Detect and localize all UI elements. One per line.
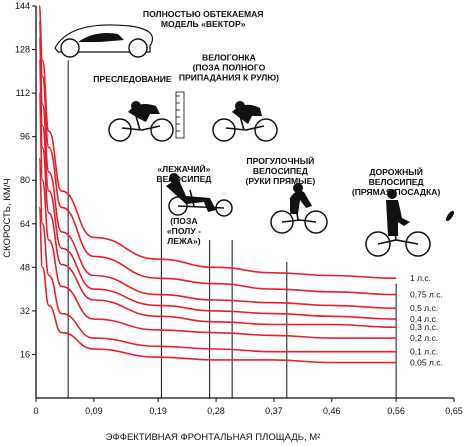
y-tick-label: 64 [20, 219, 30, 229]
y-tick-label: 32 [20, 306, 30, 316]
y-tick-label: 80 [20, 175, 30, 185]
x-tick-label: 0,19 [149, 406, 167, 416]
y-tick-label: 144 [15, 1, 30, 11]
racing-rider-icon [212, 101, 278, 142]
axes: 16 32 48 64 80 96 112 128 144 0 0,09 0,19 0,28 0,37 0,… [15, 1, 463, 416]
annotation-text: МОДЕЛЬ «ВЕКТОР» [161, 19, 246, 29]
upright-rider-icon [365, 189, 455, 257]
annotation-text: ВЕЛОСИПЕД [369, 177, 424, 187]
vertical-markers [67, 60, 397, 398]
x-tick-label: 0 [33, 406, 38, 416]
series-label: 0,2 л.с. [410, 333, 438, 343]
touring-rider-icon [270, 183, 328, 234]
pursuit-rider-icon [108, 91, 185, 142]
series-label: 0,4 л.с. [410, 314, 438, 324]
x-tick-label: 0,37 [265, 406, 283, 416]
annotation-text: «ПОЛУ - [167, 226, 201, 236]
annotation-text: ЛЕЖА») [167, 236, 201, 246]
annotation-text: (ПРЯМАЯ ПОСАДКА) [352, 187, 441, 197]
recumbent-rider-icon [166, 173, 233, 217]
series-line [38, 206, 397, 364]
series-label: 0,1 л.с. [410, 347, 438, 357]
x-tick-label: 0,65 [445, 406, 463, 416]
x-axis-title: ЭФФЕКТИВНАЯ ФРОНТАЛЬНАЯ ПЛОЩАДЬ, М² [106, 432, 321, 443]
series-lines [38, 5, 397, 364]
annotation-text: ДОРОЖНЫЙ [369, 166, 423, 177]
series-line [38, 21, 397, 309]
series-labels: 1 л.с.0,75 л.с.0,5 л.с.0,4 л.с.0,3 л.с.0… [410, 273, 443, 367]
series-label: 1 л.с. [410, 273, 431, 283]
y-axis-title: СКОРОСТЬ, КМ/Ч [2, 178, 13, 257]
series-line [38, 37, 397, 320]
x-tick-label: 0,46 [323, 406, 341, 416]
x-tick-label: 0,56 [387, 406, 405, 416]
y-tick-label: 128 [15, 45, 30, 55]
series-line [38, 157, 397, 353]
y-tick-label: 16 [20, 349, 30, 359]
annotation-text: (РУКИ ПРЯМЫЕ) [246, 176, 316, 186]
series-label: 0,75 л.с. [410, 290, 443, 300]
annotation-text: ПРЕСЛЕДОВАНИЕ [93, 74, 172, 84]
rider-illustrations [54, 24, 455, 257]
annotation-text: ВЕЛОСИПЕД [253, 166, 308, 176]
annotation-text: ПРОГУЛОЧНЫЙ [246, 155, 314, 166]
vector-bike-icon [54, 24, 154, 58]
y-tick-label: 96 [20, 132, 30, 142]
y-tick-label: 48 [20, 262, 30, 272]
series-line [38, 59, 397, 329]
x-tick-label: 0,28 [207, 406, 225, 416]
annotation-text: «ЛЕЖАЧИЙ» [157, 163, 210, 174]
series-label: 0,3 л.с. [410, 322, 438, 332]
annotation-text: ВЕЛОГОНКА [202, 52, 256, 62]
series-label: 0,5 л.с. [410, 303, 438, 313]
annotation-text: ПРИПАДАНИЯ К РУЛЮ) [179, 72, 279, 82]
x-tick-label: 0,09 [85, 406, 103, 416]
annotation-text: (ПОЗА ПОЛНОГО [193, 62, 266, 72]
annotation-text: ВЕЛОСИПЕД [156, 174, 211, 184]
series-line [38, 5, 397, 296]
annotation-text: (ПОЗА [170, 216, 197, 226]
annotation-text: ПОЛНОСТЬЮ ОБТЕКАЕМАЯ [143, 9, 264, 19]
y-tick-label: 112 [16, 88, 30, 98]
series-label: 0,05 л.с. [410, 358, 443, 368]
series-line [38, 92, 397, 339]
